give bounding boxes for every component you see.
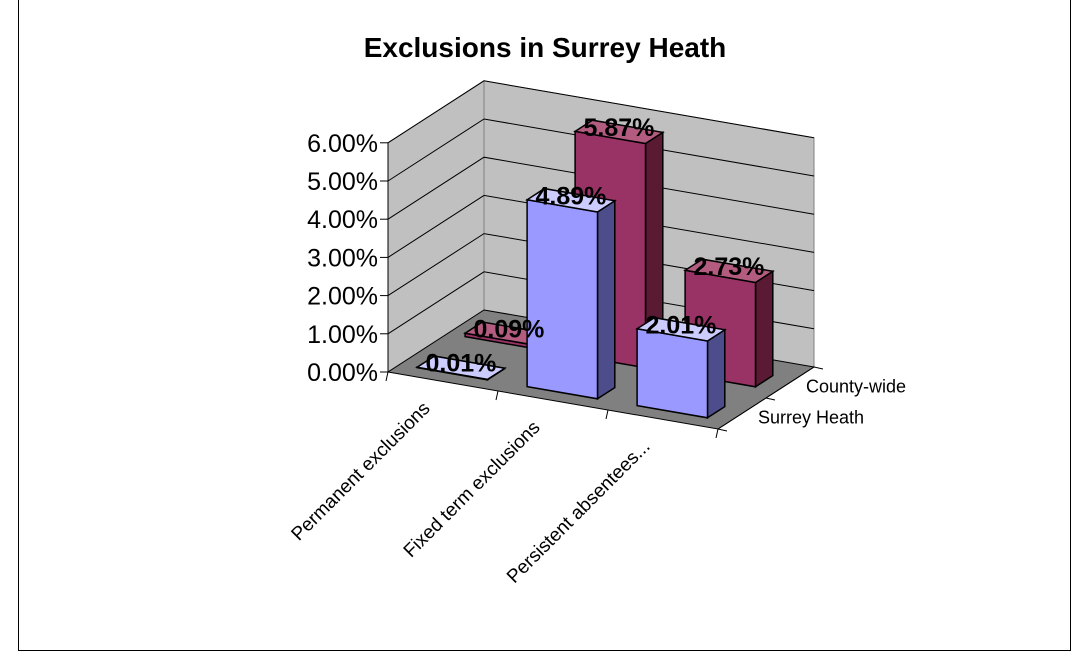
bar-front [526, 198, 599, 400]
bar-side [706, 328, 726, 420]
y-tick-label: 5.00% [307, 168, 378, 196]
y-axis-ticks: 0.00% 1.00% 2.00% 3.00% 4.00% 5.00% 6.00% [307, 130, 378, 387]
bar [415, 355, 507, 382]
x-tick-mark [495, 390, 499, 401]
gridline [387, 156, 815, 220]
bars [415, 119, 775, 420]
bar-side [596, 199, 616, 401]
data-label: 2.73% [694, 253, 765, 281]
series-label: County-wide [806, 377, 906, 397]
bar-side [754, 269, 774, 389]
y-tick-label: 2.00% [307, 283, 378, 311]
series-label: Surrey Heath [758, 408, 864, 428]
x-tick-label: Persistent absentees... [503, 436, 655, 588]
data-labels: 0.09% 5.87% 2.73% 0.01% 4.89% 2.01% [426, 114, 765, 378]
bar-top [573, 119, 665, 145]
data-label: 4.89% [536, 182, 607, 210]
depth-tick-mark [765, 397, 776, 401]
bar [635, 316, 727, 420]
y-tick-label: 4.00% [307, 206, 378, 234]
y-tick-label: 6.00% [307, 130, 378, 158]
gridline [387, 194, 815, 258]
depth-axis-series-labels: Surrey Heath County-wide [758, 377, 906, 428]
data-label: 2.01% [646, 311, 717, 339]
data-label: 0.01% [426, 350, 497, 378]
bar-top [683, 258, 775, 284]
x-tick-mark [385, 371, 389, 382]
bar-top [415, 355, 507, 381]
depth-tick-mark [717, 428, 728, 432]
y-tick-label: 0.00% [307, 359, 378, 387]
bar [525, 187, 617, 401]
x-tick-mark [715, 428, 719, 439]
gridline [387, 80, 815, 144]
x-tick-label: Fixed term exclusions [400, 417, 545, 562]
chart-axes [380, 142, 824, 439]
x-tick-label: Permanent exclusions [288, 398, 435, 545]
x-tick-mark [605, 409, 609, 420]
bar-top [525, 187, 617, 213]
y-tick-label: 3.00% [307, 244, 378, 272]
data-label: 5.87% [584, 114, 655, 142]
bar-top [635, 316, 727, 342]
depth-tick-mark [813, 366, 824, 370]
chart-title: Exclusions in Surrey Heath [363, 32, 727, 63]
y-tick-label: 1.00% [307, 321, 378, 349]
data-label: 0.09% [474, 316, 545, 344]
bar-front [636, 327, 709, 419]
gridline [387, 118, 815, 182]
